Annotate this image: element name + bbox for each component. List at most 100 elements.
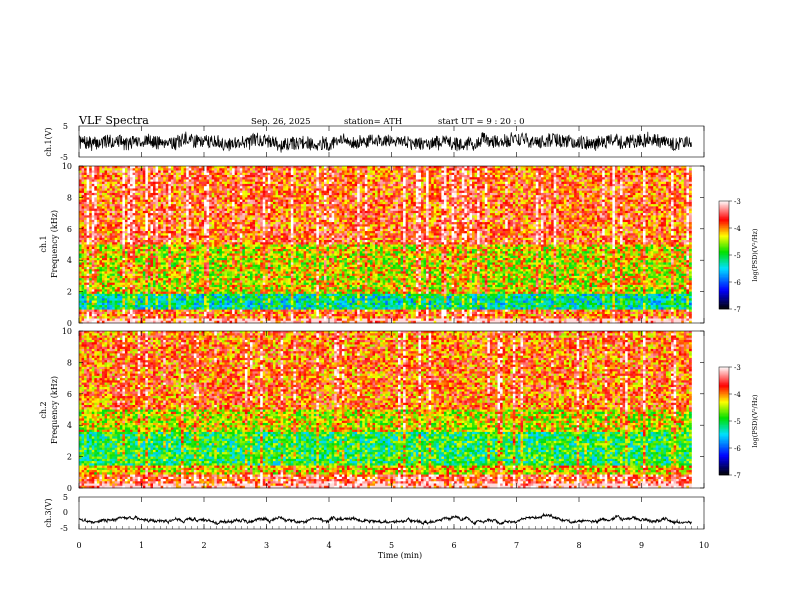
- spectrogram-cell: [104, 188, 108, 191]
- spectrogram-cell: [229, 293, 233, 297]
- spectrogram-cell: [252, 271, 256, 274]
- spectrogram-cell: [191, 296, 195, 299]
- spectrogram-cell: [198, 215, 202, 218]
- spectrogram-cell: [255, 231, 258, 234]
- spectrogram-cell: [147, 287, 151, 290]
- spectrogram-cell: [196, 311, 200, 315]
- spectrogram-cell: [150, 307, 154, 310]
- spectrogram-cell: [193, 246, 197, 250]
- spectrogram-cell: [94, 217, 98, 221]
- spectrogram-cell: [104, 179, 108, 182]
- spectrogram-cell: [252, 204, 256, 207]
- spectrogram-cell: [257, 179, 261, 182]
- spectrogram-cell: [122, 244, 126, 248]
- spectrogram-cell: [255, 215, 258, 218]
- spectrogram-cell: [109, 210, 113, 214]
- spectrogram-cell: [252, 213, 256, 216]
- spectrogram-cell: [170, 179, 174, 182]
- spectrogram-cell: [104, 253, 108, 257]
- spectrogram-cell: [137, 242, 141, 245]
- ch1-ytick-5: 5: [63, 122, 68, 131]
- spectrogram-cell: [107, 260, 110, 263]
- spectrogram-cell: [224, 192, 228, 196]
- spectrogram-cell: [239, 309, 243, 313]
- spectrogram-cell: [158, 197, 161, 200]
- spectrogram-cell: [122, 177, 126, 180]
- spectrogram-cell: [142, 215, 146, 218]
- spectrogram-cell: [232, 248, 235, 252]
- spectrogram-cell: [122, 233, 126, 236]
- spectrogram-cell: [232, 170, 235, 174]
- spectrogram-cell: [117, 244, 121, 248]
- spectrogram-cell: [183, 183, 187, 187]
- spectrogram-cell: [79, 183, 82, 187]
- spectrogram-cell: [163, 208, 167, 212]
- spectrogram-cell: [99, 186, 103, 189]
- spectrogram-cell: [112, 275, 116, 279]
- spectrogram-cell: [234, 201, 238, 205]
- spectrogram-cell: [165, 246, 169, 250]
- spectrogram-cell: [216, 179, 220, 182]
- spectrogram-cell: [247, 287, 251, 290]
- spectrogram-cell: [107, 197, 110, 200]
- spectrogram-cell: [101, 262, 105, 265]
- spectrogram-cell: [196, 199, 200, 203]
- spectrogram-cell: [89, 233, 93, 236]
- spectrogram-cell: [81, 199, 85, 203]
- spectrogram-cell: [114, 206, 118, 209]
- spectrogram-cell: [181, 264, 184, 268]
- spectrogram-cell: [249, 309, 253, 313]
- spectrogram-cell: [211, 282, 215, 286]
- spectrogram-cell: [132, 244, 136, 248]
- spectrogram-cell: [234, 174, 238, 178]
- spectrogram-cell: [214, 172, 218, 176]
- spectrogram-cell: [239, 201, 243, 205]
- spectrogram-cell: [109, 260, 113, 263]
- spectrogram-cell: [188, 307, 192, 310]
- spectrogram-cell: [94, 188, 98, 191]
- spectrogram-cell: [193, 237, 197, 241]
- spectrogram-cell: [117, 242, 121, 245]
- spectrogram-cell: [178, 174, 182, 178]
- spectrogram-cell: [216, 174, 220, 178]
- spectrogram-cell: [257, 222, 261, 225]
- spectrogram-cell: [81, 179, 85, 182]
- spectrogram-cell: [165, 280, 169, 283]
- spectrogram-cell: [91, 179, 95, 182]
- spectrogram-cell: [173, 314, 177, 317]
- spectrogram-cell: [142, 266, 146, 270]
- spectrogram-cell: [168, 240, 172, 243]
- spectrogram-cell: [89, 316, 93, 319]
- spectrogram-cell: [198, 217, 202, 221]
- spectrogram-cell: [109, 177, 113, 180]
- spectrogram-cell: [84, 210, 87, 214]
- spectrogram-cell: [79, 208, 82, 212]
- spectrogram-cell: [227, 262, 230, 265]
- spectrogram-cell: [96, 293, 100, 297]
- spectrogram-cell: [147, 255, 151, 259]
- spectrogram-cell: [198, 210, 202, 214]
- spectrogram-cell: [137, 172, 141, 176]
- spectrogram-cell: [255, 179, 258, 182]
- spectrogram-cell: [221, 309, 225, 313]
- spectrogram-cell: [232, 264, 235, 268]
- spectrogram-cell: [244, 316, 248, 319]
- spectrogram-cell: [227, 309, 230, 313]
- spectrogram-cell: [153, 269, 156, 272]
- spectrogram-cell: [122, 318, 126, 322]
- spectrogram-cell: [196, 190, 200, 194]
- spectrogram-cell: [158, 188, 161, 191]
- spectrogram-cell: [204, 172, 207, 176]
- spectrogram-cell: [135, 284, 138, 288]
- spectrogram-cell: [247, 213, 251, 216]
- spectrogram-cell: [175, 188, 179, 191]
- spectrogram-cell: [158, 177, 161, 180]
- spectrogram-cell: [147, 298, 151, 301]
- spectrogram-cell: [201, 257, 205, 261]
- spectrogram-cell: [175, 179, 179, 182]
- spectrogram-cell: [109, 291, 113, 295]
- spectrogram-cell: [211, 253, 215, 257]
- spectrogram-cell: [239, 251, 243, 254]
- spectrogram-cell: [135, 300, 138, 304]
- spectrogram-cell: [209, 213, 213, 216]
